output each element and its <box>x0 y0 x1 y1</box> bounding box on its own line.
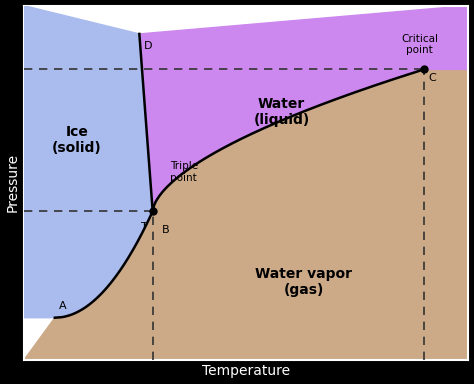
Text: T: T <box>142 222 148 232</box>
Polygon shape <box>24 5 153 318</box>
Polygon shape <box>139 5 468 211</box>
Text: Triple
point: Triple point <box>171 161 199 183</box>
X-axis label: Temperature: Temperature <box>202 364 290 379</box>
Text: Water
(liquid): Water (liquid) <box>254 97 310 127</box>
Y-axis label: Pressure: Pressure <box>6 153 19 212</box>
Text: Water vapor
(gas): Water vapor (gas) <box>255 267 352 297</box>
Text: C: C <box>428 73 436 83</box>
Text: Ice
(solid): Ice (solid) <box>52 125 102 156</box>
Text: B: B <box>162 225 169 235</box>
Polygon shape <box>24 70 468 360</box>
Text: Critical
point: Critical point <box>401 34 438 55</box>
Text: A: A <box>59 301 67 311</box>
Text: D: D <box>144 41 152 51</box>
